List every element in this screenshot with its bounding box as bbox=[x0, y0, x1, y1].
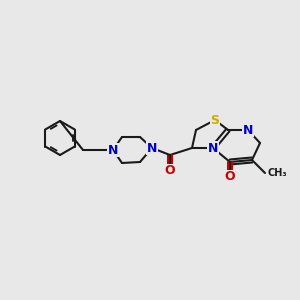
Text: O: O bbox=[225, 170, 235, 184]
Text: N: N bbox=[147, 142, 157, 154]
Text: S: S bbox=[211, 113, 220, 127]
Text: O: O bbox=[165, 164, 175, 178]
Text: CH₃: CH₃ bbox=[268, 168, 288, 178]
Text: N: N bbox=[208, 142, 218, 154]
Text: N: N bbox=[108, 143, 118, 157]
Text: N: N bbox=[243, 124, 253, 136]
